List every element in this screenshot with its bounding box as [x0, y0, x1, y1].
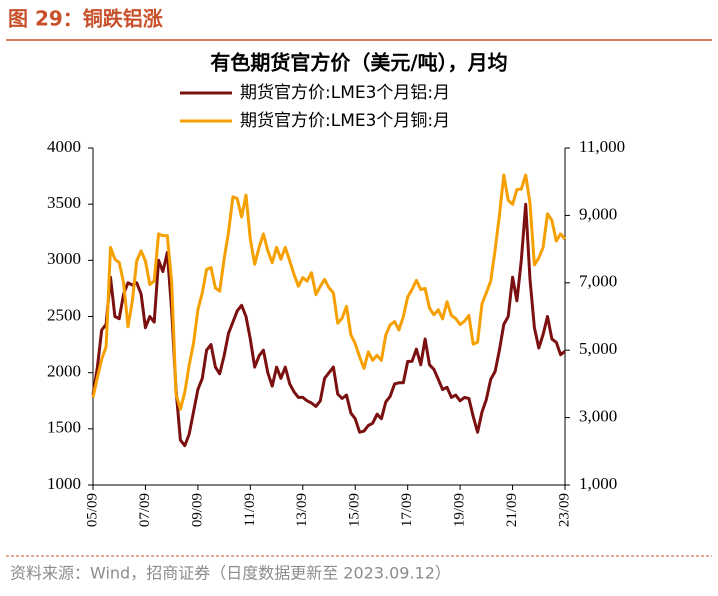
y2-tick-label: 5,000: [579, 339, 617, 358]
y-tick-label: 3000: [47, 249, 81, 268]
x-tick-label: 23/09: [556, 493, 572, 527]
x-tick-label: 21/09: [504, 493, 520, 527]
y-tick-label: 4000: [47, 137, 81, 156]
y-tick-label: 3500: [47, 193, 81, 212]
x-tick-label: 11/09: [242, 493, 258, 527]
y2-tick-label: 7,000: [579, 272, 617, 291]
x-tick-label: 05/09: [84, 493, 100, 527]
series-line: [91, 173, 567, 411]
series-line: [91, 202, 566, 448]
legend-label: 期货官方价:LME3个月铝:月: [240, 83, 450, 103]
x-tick-label: 17/09: [399, 493, 415, 527]
y2-tick-label: 11,000: [579, 137, 625, 156]
y2-tick-label: 9,000: [579, 204, 617, 223]
x-tick-label: 15/09: [347, 493, 363, 527]
y-tick-label: 2000: [47, 362, 81, 381]
y-tick-label: 1000: [47, 474, 81, 493]
source-note: 资料来源：Wind，招商证券（日度数据更新至 2023.09.12）: [10, 564, 451, 583]
x-tick-label: 07/09: [137, 493, 153, 527]
legend-label: 期货官方价:LME3个月铜:月: [240, 111, 450, 131]
y2-tick-label: 3,000: [579, 407, 617, 426]
y-tick-label: 1500: [47, 418, 81, 437]
figure-header: 图 29：铜跌铝涨: [8, 7, 163, 31]
chart-title: 有色期货官方价（美元/吨），月均: [210, 51, 507, 75]
x-tick-label: 09/09: [189, 493, 205, 527]
x-tick-label: 19/09: [452, 493, 468, 527]
y-tick-label: 2500: [47, 305, 81, 324]
y2-tick-label: 1,000: [579, 474, 617, 493]
x-tick-label: 13/09: [294, 493, 310, 527]
